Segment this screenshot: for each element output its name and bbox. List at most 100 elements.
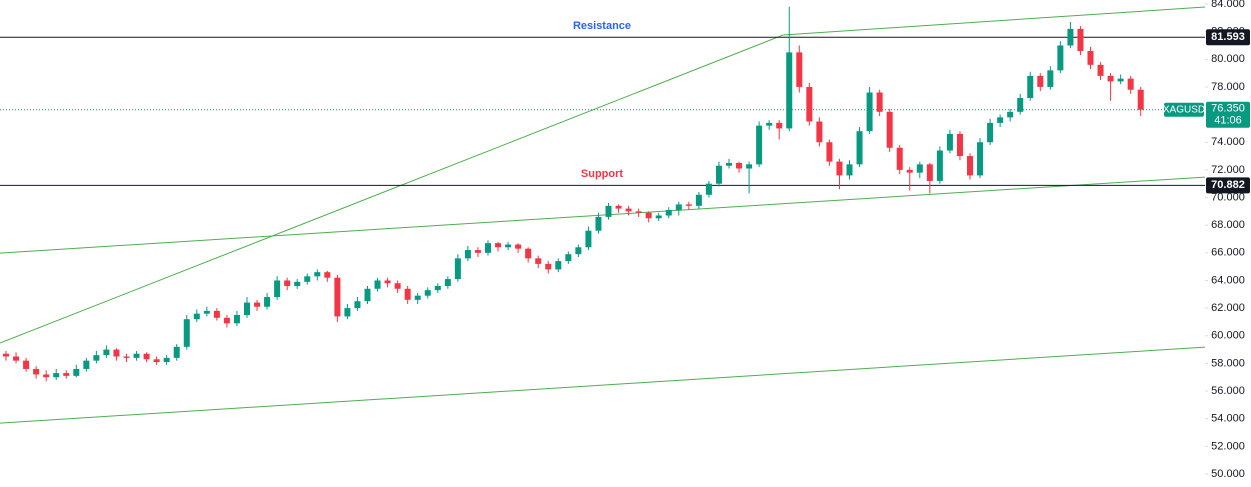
candle-body bbox=[1097, 64, 1104, 76]
candle-body bbox=[1017, 98, 1024, 112]
y-tick-label: 54.000 bbox=[1211, 413, 1245, 425]
candle-body bbox=[856, 131, 863, 165]
candle-body bbox=[244, 302, 250, 316]
level-name: Resistance bbox=[573, 20, 631, 32]
level-name: Support bbox=[581, 168, 623, 180]
trendline bbox=[0, 34, 784, 344]
candle-body bbox=[1107, 75, 1114, 82]
candle-body bbox=[655, 215, 662, 219]
candle-body bbox=[595, 216, 602, 231]
candle-body bbox=[926, 164, 933, 181]
candle-body bbox=[294, 281, 301, 286]
level-label: 81.593 bbox=[1211, 31, 1245, 43]
candle-body bbox=[334, 277, 341, 317]
candle-body bbox=[1007, 111, 1014, 118]
y-tick-label: 72.000 bbox=[1211, 164, 1245, 176]
candle-body bbox=[555, 261, 562, 270]
candle-body bbox=[967, 156, 973, 176]
candle-body bbox=[695, 194, 702, 206]
candle-body bbox=[886, 111, 893, 148]
candle-body bbox=[715, 165, 722, 184]
candle-body bbox=[233, 315, 240, 324]
candle-body bbox=[1117, 78, 1124, 82]
candle-body bbox=[374, 280, 381, 289]
candle-body bbox=[1037, 75, 1044, 87]
candle-body bbox=[254, 302, 261, 307]
candle-body bbox=[83, 360, 90, 369]
candle-body bbox=[444, 279, 451, 286]
candle-body bbox=[1067, 28, 1074, 46]
candle-body bbox=[454, 258, 461, 280]
candle-body bbox=[746, 164, 753, 169]
y-tick-label: 56.000 bbox=[1211, 385, 1245, 397]
candle-body bbox=[384, 280, 391, 284]
candle-body bbox=[123, 356, 130, 358]
candle-body bbox=[495, 243, 502, 248]
candle-body bbox=[585, 230, 592, 248]
y-tick-label: 74.000 bbox=[1211, 136, 1245, 148]
candle-body bbox=[284, 280, 291, 286]
symbol-label: XAGUSD bbox=[1163, 104, 1205, 115]
y-tick-label: 70.000 bbox=[1211, 191, 1245, 203]
candle-body bbox=[23, 360, 30, 369]
candle-body bbox=[936, 150, 943, 181]
candle-body bbox=[565, 254, 572, 262]
candle-body bbox=[876, 92, 883, 112]
candle-body bbox=[615, 205, 622, 209]
candle-body bbox=[575, 247, 582, 255]
candle-body bbox=[113, 349, 120, 357]
candle-body bbox=[665, 209, 672, 216]
y-tick-label: 58.000 bbox=[1211, 357, 1245, 369]
candle-body bbox=[806, 86, 813, 122]
candle-body bbox=[414, 295, 421, 300]
candle-body bbox=[766, 122, 773, 126]
candle-body bbox=[1087, 51, 1094, 65]
candle-body bbox=[143, 353, 150, 360]
candle-body bbox=[274, 280, 281, 298]
y-tick-label: 68.000 bbox=[1211, 219, 1245, 231]
candle-body bbox=[314, 272, 321, 277]
y-tick-label: 52.000 bbox=[1211, 440, 1245, 452]
candle-body bbox=[1057, 45, 1064, 71]
candle-body bbox=[605, 205, 612, 217]
candle-body bbox=[63, 373, 70, 376]
level-label: 70.882 bbox=[1211, 179, 1245, 191]
candle-body bbox=[675, 204, 682, 210]
candle-body bbox=[173, 346, 180, 358]
trendline bbox=[0, 176, 1206, 254]
candle-body bbox=[816, 121, 823, 143]
candle-body bbox=[364, 288, 371, 302]
candle-body bbox=[685, 204, 692, 206]
candle-body bbox=[515, 244, 522, 249]
candle-body bbox=[997, 117, 1004, 123]
candle-body bbox=[1127, 78, 1134, 90]
candle-body bbox=[906, 169, 913, 173]
candle-body bbox=[324, 272, 331, 278]
candle-body bbox=[796, 52, 803, 87]
candle-body bbox=[264, 297, 271, 307]
candle-body bbox=[223, 317, 230, 324]
y-tick-label: 62.000 bbox=[1211, 302, 1245, 314]
candle-body bbox=[13, 356, 20, 361]
candle-body bbox=[354, 301, 361, 309]
candle-body bbox=[726, 162, 732, 166]
candle-body bbox=[133, 353, 140, 358]
trendline bbox=[783, 6, 1206, 36]
candle-body bbox=[394, 283, 401, 289]
candle-body bbox=[193, 313, 200, 320]
candle-body bbox=[53, 373, 60, 378]
y-tick-label: 78.000 bbox=[1211, 81, 1245, 93]
candle-body bbox=[786, 52, 793, 129]
candle-body bbox=[625, 208, 632, 212]
candle-body bbox=[987, 122, 994, 143]
candle-body bbox=[705, 183, 712, 195]
candle-body bbox=[434, 286, 441, 291]
candle-body bbox=[946, 133, 953, 151]
candle-body bbox=[956, 133, 963, 157]
y-tick-label: 50.000 bbox=[1211, 468, 1245, 480]
candle-body bbox=[866, 92, 873, 132]
level-badge bbox=[1206, 177, 1250, 194]
candle-body bbox=[404, 288, 411, 300]
price-label: 76.350 bbox=[1211, 103, 1245, 115]
